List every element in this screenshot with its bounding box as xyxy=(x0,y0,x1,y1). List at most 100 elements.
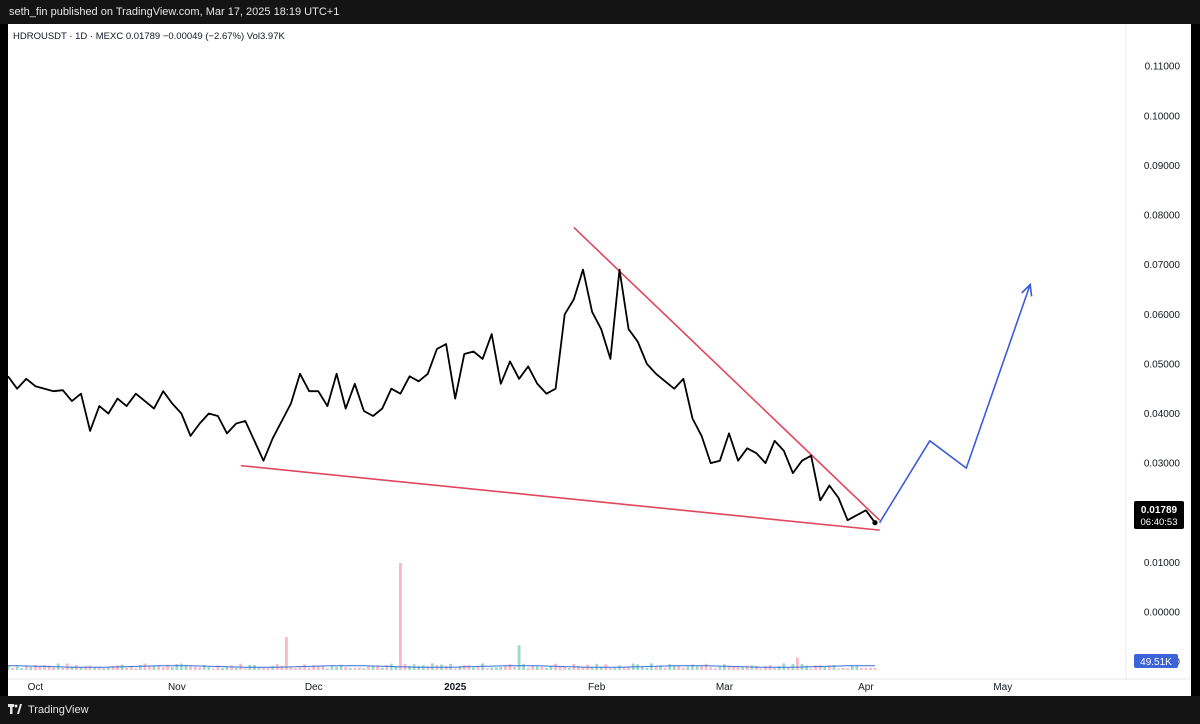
volume-bar xyxy=(29,667,33,670)
price-tick-label: 0.09000 xyxy=(1144,161,1181,172)
volume-bar xyxy=(20,668,24,670)
volume-bar xyxy=(590,667,594,670)
volume-bar xyxy=(380,667,384,670)
volume-bar xyxy=(818,665,822,670)
volume-bar xyxy=(640,667,644,670)
volume-bar xyxy=(339,664,343,670)
trendlines[interactable] xyxy=(240,226,881,531)
publish-info-text: seth_fin published on TradingView.com, M… xyxy=(9,6,340,18)
volume-bar xyxy=(321,666,325,670)
volume-bar xyxy=(659,665,662,670)
volume-bar xyxy=(166,664,170,670)
legend-volume: Vol3.97K xyxy=(247,31,286,42)
volume-bar xyxy=(230,665,233,670)
volume-bar xyxy=(599,666,603,670)
volume-bar xyxy=(805,665,808,670)
volume-bar xyxy=(8,665,10,670)
volume-bar xyxy=(189,665,192,670)
volume-bar xyxy=(11,667,14,670)
volume-bar xyxy=(125,667,128,670)
volume-bar xyxy=(494,667,498,670)
volume-bar xyxy=(873,668,877,670)
volume-bar xyxy=(161,667,165,670)
volume-bar xyxy=(663,667,667,670)
time-tick-label: May xyxy=(993,682,1012,693)
volume-bar xyxy=(713,668,717,670)
volume-bar xyxy=(289,667,293,670)
volume-bar xyxy=(645,667,649,670)
volume-bar xyxy=(84,666,87,670)
volume-bar xyxy=(859,668,863,670)
volume-bar xyxy=(38,665,42,670)
volume-bar xyxy=(517,645,521,670)
volume-bar xyxy=(157,666,160,670)
resistance-trendline xyxy=(573,226,881,521)
volume-bar xyxy=(367,666,370,670)
volume-bar xyxy=(777,666,781,670)
volume-bar xyxy=(93,667,97,670)
price-tick-label: 0.08000 xyxy=(1144,211,1181,222)
volume-bar xyxy=(814,665,818,670)
legend-symbol: HDROUSDT xyxy=(13,31,67,42)
volume-bar xyxy=(567,667,571,670)
volume-bar xyxy=(175,664,179,670)
legend-last-price: 0.01789 xyxy=(126,31,160,42)
last-price-value: 0.01789 xyxy=(1141,505,1178,516)
volume-bar xyxy=(207,667,211,670)
volume-bar xyxy=(508,664,512,670)
volume-bar xyxy=(376,665,379,670)
volume-bar xyxy=(526,668,530,670)
volume-bar xyxy=(193,666,197,670)
footer-bar: TradingView xyxy=(0,696,1200,724)
volume-bar xyxy=(864,668,868,670)
volume-bar xyxy=(563,666,567,670)
volume-bar xyxy=(61,667,65,670)
price-tick-label: 0.03000 xyxy=(1144,459,1181,470)
volume-bar xyxy=(116,665,119,670)
volume-bar xyxy=(294,668,297,670)
volume-bar xyxy=(330,666,334,670)
volume-bar xyxy=(70,666,74,670)
volume-bar xyxy=(97,666,101,670)
time-tick-label: Feb xyxy=(588,682,606,693)
chart-panel[interactable]: 0.11000 0.10000 0.09000 0.08000 0.07000 0.060… xyxy=(8,24,1191,696)
volume-bar xyxy=(266,668,270,670)
publish-info-bar: seth_fin published on TradingView.com, M… xyxy=(0,0,1200,24)
volume-bar xyxy=(271,665,275,670)
volume-bar xyxy=(303,664,306,670)
last-price-label-bg xyxy=(1134,501,1184,529)
volume-bar xyxy=(298,667,302,670)
volume-bar xyxy=(736,666,740,670)
volume-bar xyxy=(796,657,799,670)
volume-bar xyxy=(832,664,836,670)
projection-arrow[interactable] xyxy=(878,284,1031,524)
time-tick-label: 2025 xyxy=(444,682,467,693)
volume-bar xyxy=(285,637,288,670)
volume-bar xyxy=(408,665,411,670)
volume-bar xyxy=(828,665,831,670)
volume-bar xyxy=(180,663,183,670)
volume-bar xyxy=(307,667,311,670)
chart-legend: HDROUSDT · 1D · MEXC 0.01789 −0.00049 (−… xyxy=(13,31,285,42)
volume-bar xyxy=(577,665,580,670)
volume-bar xyxy=(558,666,562,670)
volume-bar xyxy=(326,668,329,670)
volume-bar xyxy=(855,665,859,670)
volume-moving-average xyxy=(8,665,875,668)
volume-bar xyxy=(353,668,357,670)
volume-bar xyxy=(700,666,703,670)
volume-bar xyxy=(773,668,776,670)
volume-bar xyxy=(79,667,83,670)
volume-bar xyxy=(695,666,699,670)
volume-bar xyxy=(184,664,188,670)
volume-bar xyxy=(335,666,338,670)
volume-bar xyxy=(759,668,763,670)
volume-bar xyxy=(732,666,735,670)
price-tick-label: 0.00000 xyxy=(1144,608,1181,619)
volume-bar xyxy=(545,668,548,670)
price-chart[interactable]: 0.11000 0.10000 0.09000 0.08000 0.07000 0.060… xyxy=(8,24,1191,696)
volume-bar xyxy=(358,667,361,670)
volume-bar xyxy=(152,666,156,670)
time-tick-label: Oct xyxy=(28,682,44,693)
volume-bar xyxy=(841,667,845,670)
